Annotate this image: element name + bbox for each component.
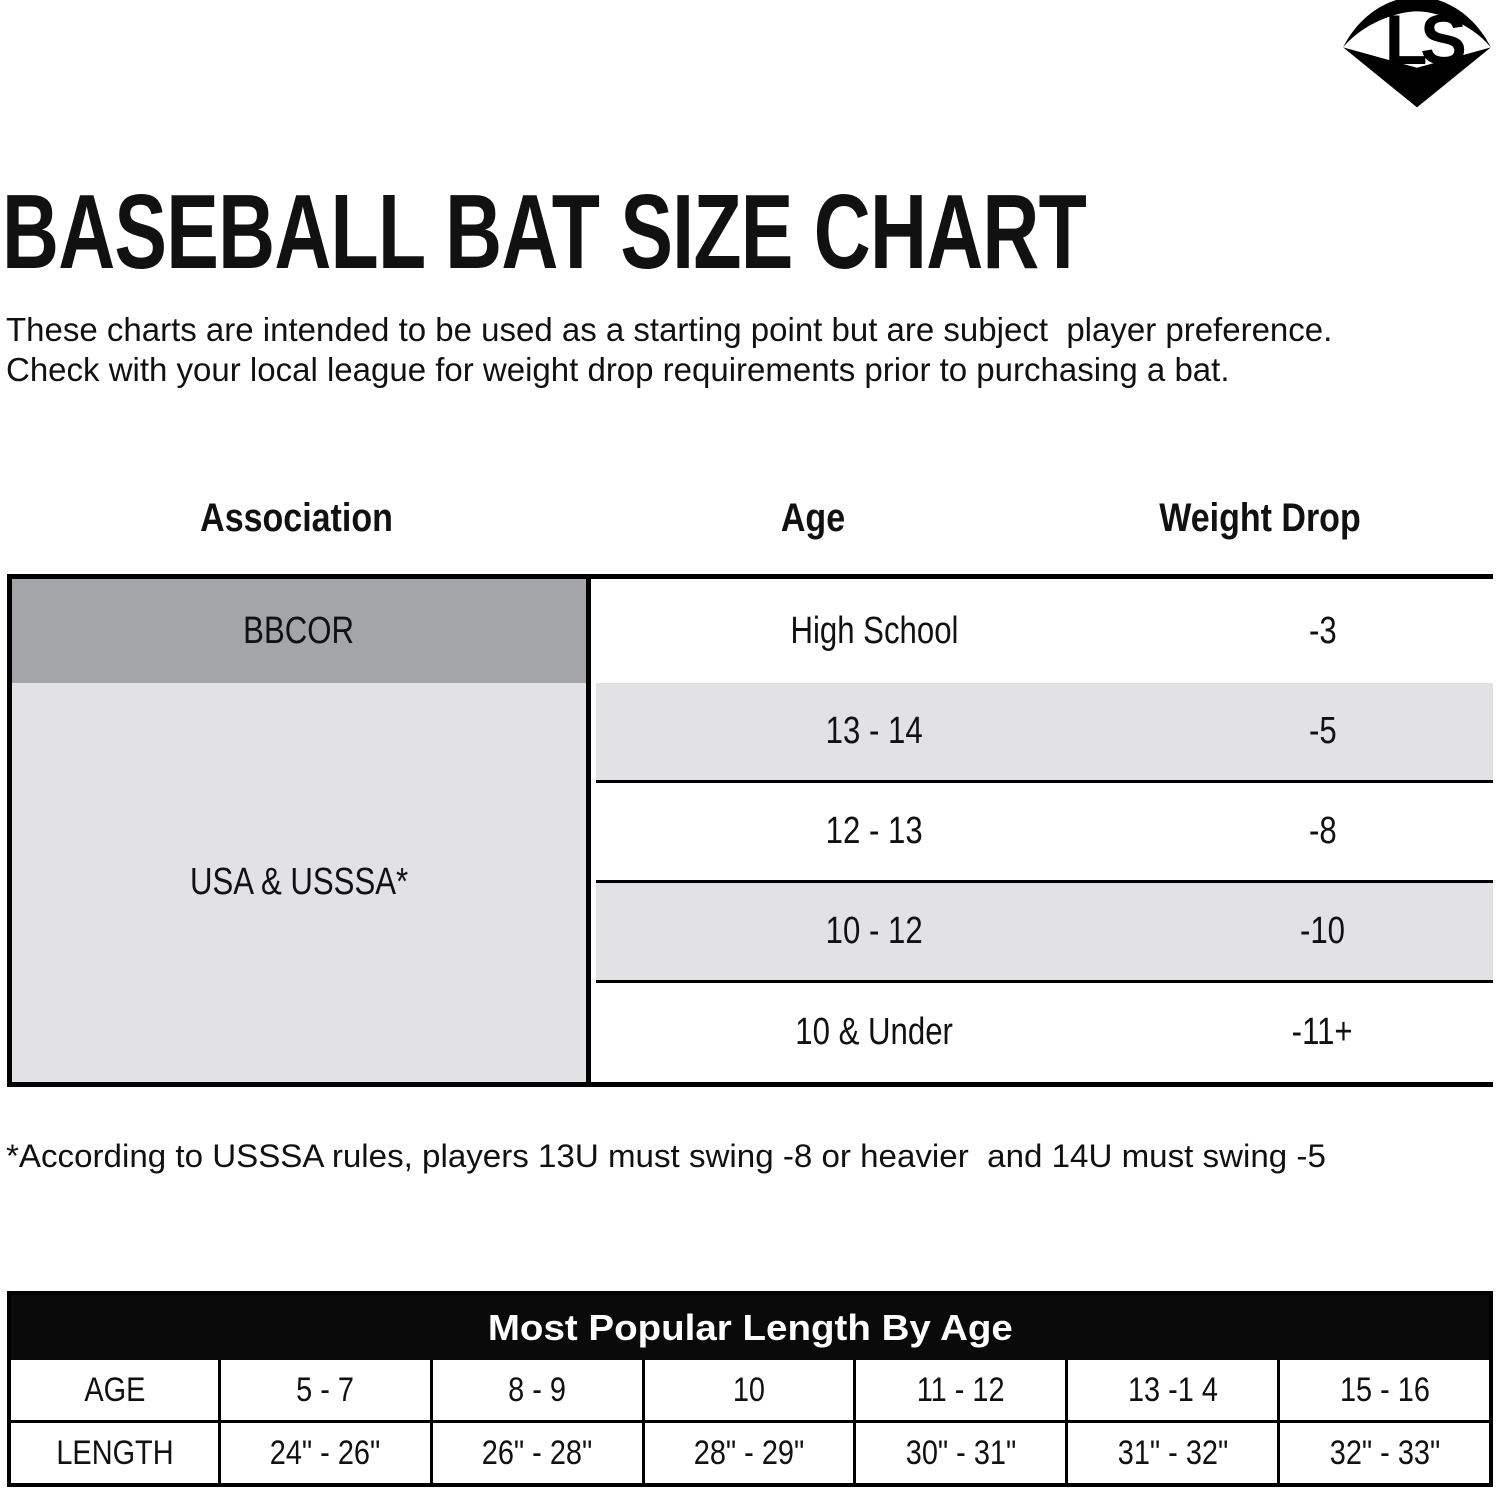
- svg-text:LS: LS: [1385, 0, 1465, 79]
